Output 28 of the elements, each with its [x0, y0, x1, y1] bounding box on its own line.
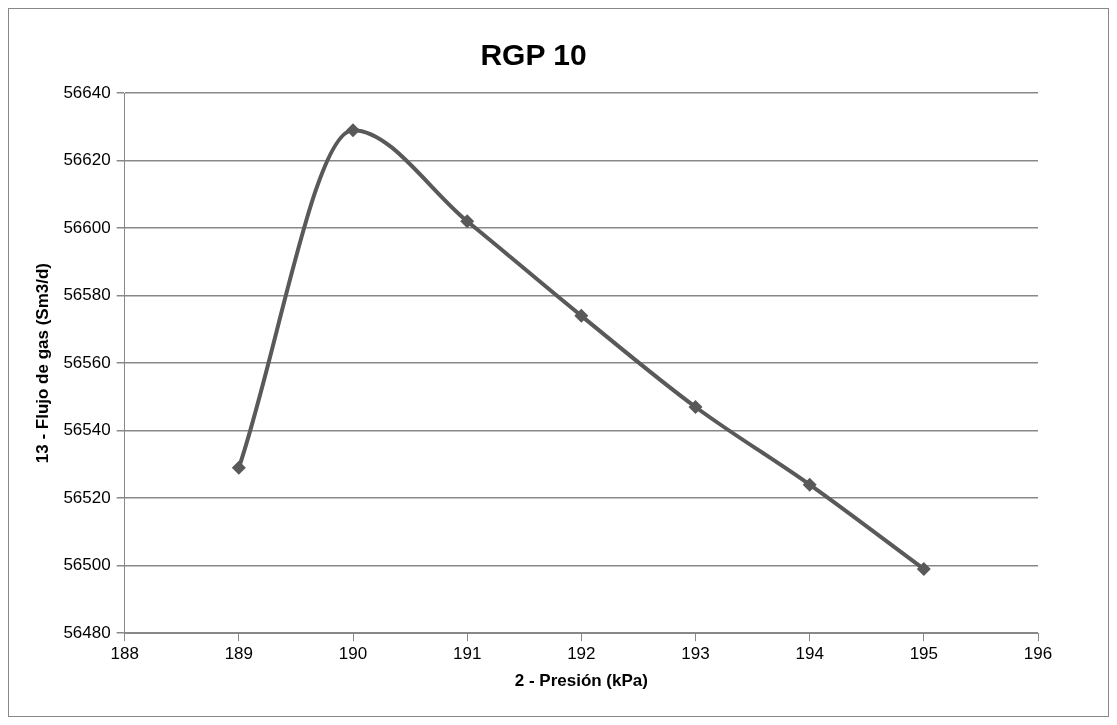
- y-tick-label: 56540: [63, 420, 111, 440]
- x-tick-label: 189: [224, 644, 254, 664]
- x-tick-label: 192: [567, 644, 596, 664]
- point: [916, 562, 931, 577]
- point: [346, 123, 361, 138]
- y-tick-label: 56520: [63, 487, 111, 507]
- y-tick-label: 56580: [63, 285, 111, 305]
- point: [231, 460, 246, 475]
- x-tick-label: 190: [338, 644, 368, 664]
- x-tick-label: 191: [452, 644, 482, 664]
- y-tick-label: 56500: [63, 555, 111, 575]
- y-tick-label: 56640: [63, 82, 111, 102]
- point: [802, 477, 817, 492]
- x-tick-label: 188: [110, 644, 139, 664]
- chart-title: RGP 10: [480, 38, 587, 72]
- y-tick-label: 56560: [63, 352, 111, 372]
- y-axis-title: 13 - Flujo de gas (Sm3/d): [32, 262, 52, 464]
- x-tick-label: 196: [1023, 644, 1053, 664]
- point: [460, 214, 475, 229]
- point: [688, 399, 703, 414]
- x-axis-title: 2 - Presión (kPa): [514, 671, 648, 691]
- x-tick-label: 195: [909, 644, 939, 664]
- y-tick-label: 56600: [63, 217, 111, 237]
- point: [574, 308, 589, 323]
- x-tick-label: 193: [681, 644, 710, 664]
- x-tick-label: 194: [795, 644, 824, 664]
- y-tick-label: 56480: [63, 622, 111, 642]
- y-tick-label: 56620: [63, 150, 111, 170]
